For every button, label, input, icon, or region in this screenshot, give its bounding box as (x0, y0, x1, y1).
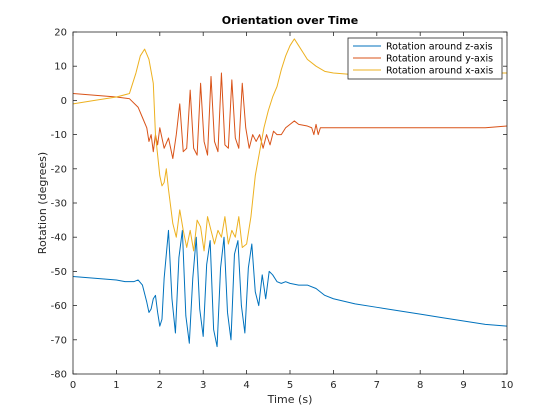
series-line-y-axis (72, 72, 508, 160)
y-tick-label: -10 (51, 130, 67, 141)
y-tick-label: -20 (51, 164, 67, 175)
y-tick-label: -30 (51, 199, 67, 210)
y-tick-label: 20 (54, 28, 67, 39)
y-axis: -80 -70 -60 -50 -40 -30 -20 -10 0 10 20 (51, 28, 507, 381)
y-tick-label: -80 (51, 370, 67, 381)
series-line-x-axis (72, 38, 507, 252)
x-tick-label: 1 (113, 380, 119, 391)
x-tick-label: 10 (501, 380, 514, 391)
y-tick-label: -40 (51, 233, 67, 244)
legend-label: Rotation around z-axis (386, 42, 493, 53)
y-tick-label: 10 (54, 62, 67, 73)
x-tick-label: 9 (460, 380, 466, 391)
series-layer (72, 38, 508, 348)
legend-label: Rotation around y-axis (386, 54, 493, 65)
axes-background (73, 32, 507, 374)
plot-area: 0 1 2 3 4 5 6 7 8 9 10 -80 -70 -60 -50 -40 -30 -20 -10 0 10… (51, 28, 514, 392)
x-tick-label: 0 (70, 380, 76, 391)
series-line-z-axis (72, 229, 508, 348)
y-tick-label: -50 (51, 267, 67, 278)
x-axis-label: Time (s) (267, 393, 313, 406)
x-axis: 0 1 2 3 4 5 6 7 8 9 10 (70, 32, 514, 391)
legend-label: Rotation around x-axis (386, 66, 493, 77)
y-tick-label: -60 (51, 301, 67, 312)
x-tick-label: 2 (157, 380, 163, 391)
x-tick-label: 8 (417, 380, 423, 391)
x-tick-label: 3 (200, 380, 206, 391)
x-tick-label: 6 (330, 380, 336, 391)
chart-title: Orientation over Time (222, 14, 358, 27)
x-tick-label: 7 (374, 380, 380, 391)
y-tick-label: 0 (61, 96, 67, 107)
y-tick-label: -70 (51, 335, 67, 346)
y-axis-label: Rotation (degrees) (36, 152, 49, 254)
x-tick-label: 5 (287, 380, 293, 391)
x-tick-label: 4 (243, 380, 249, 391)
